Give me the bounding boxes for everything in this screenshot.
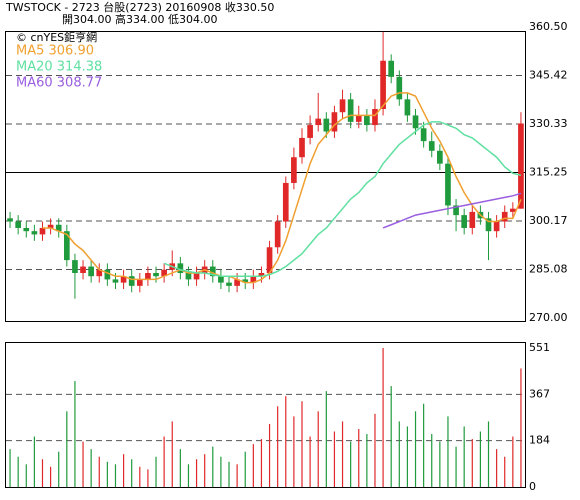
candle-body	[291, 157, 297, 183]
price-panel	[5, 31, 526, 322]
candle-body	[15, 221, 22, 228]
ma-line	[163, 121, 522, 277]
candle-body	[193, 272, 200, 280]
volume-panel	[5, 342, 526, 488]
volume-tick-label: 0	[529, 480, 536, 493]
candle-body	[185, 272, 192, 280]
candle-body	[88, 266, 94, 277]
legend-entry: MA5 306.90	[16, 44, 94, 59]
candle-body	[493, 221, 500, 232]
candle-body	[380, 60, 386, 109]
candle-body	[128, 276, 135, 286]
candle-body	[323, 118, 330, 132]
candle-body	[266, 247, 273, 273]
candle-body	[388, 60, 395, 77]
candle-body	[339, 99, 346, 113]
candle-body	[396, 76, 403, 100]
candle-body	[453, 205, 459, 216]
candle-body	[209, 266, 216, 277]
candle-body	[145, 272, 151, 280]
candle-body	[55, 224, 62, 232]
y-tick-label: 360.50	[529, 20, 568, 33]
candle-body	[250, 276, 257, 283]
candle-body	[461, 215, 468, 228]
chart-title: TWSTOCK - 2723 台股(2723) 20160908 收330.50	[5, 0, 274, 14]
candle-body	[80, 266, 86, 273]
y-tick-label: 270.00	[529, 311, 568, 324]
candle-body	[39, 227, 46, 235]
candle-body	[153, 272, 159, 277]
y-tick-label: 300.17	[529, 214, 568, 227]
candle-body	[23, 227, 30, 232]
candle-body	[242, 279, 249, 283]
candle-body	[31, 231, 38, 235]
candle-body	[331, 112, 338, 132]
candle-body	[274, 221, 281, 248]
volume-tick-label: 367	[529, 387, 550, 400]
ma-line	[42, 92, 522, 284]
candle-body	[234, 279, 240, 286]
y-tick-label: 345.42	[529, 68, 568, 81]
candle-body	[412, 115, 419, 129]
candle-body	[347, 99, 354, 122]
candle-body	[258, 272, 265, 277]
candle-body	[72, 260, 78, 273]
candle-body	[63, 231, 70, 261]
candle-body	[177, 263, 184, 273]
candle-body	[469, 211, 476, 228]
candle-body	[218, 276, 224, 283]
y-tick-label: 330.33	[529, 117, 568, 130]
volume-tick-label: 551	[529, 341, 550, 354]
candle-body	[315, 118, 322, 126]
candle-body	[509, 208, 516, 212]
source: © cnYES鉅亨網	[16, 30, 97, 44]
candle-body	[307, 125, 313, 138]
candle-body	[226, 282, 232, 286]
candle-body	[282, 182, 289, 222]
volume-tick-label: 184	[529, 434, 550, 447]
candle-body	[372, 108, 378, 126]
candle-body	[485, 218, 492, 232]
candle-body	[161, 269, 167, 277]
chart-subtitle: 開304.00 高334.00 低304.00	[62, 12, 217, 26]
candle-body	[299, 137, 305, 158]
y-tick-label: 315.25	[529, 166, 568, 179]
legend-entry: MA60 308.77	[16, 76, 102, 91]
y-tick-label: 285.08	[529, 263, 568, 276]
candle-body	[112, 279, 119, 283]
candle-body	[355, 115, 362, 122]
candle-body	[404, 99, 411, 116]
candle-body	[96, 269, 103, 277]
candle-body	[7, 218, 13, 222]
candle-body	[501, 211, 508, 222]
candle-body	[364, 115, 370, 126]
candle-body	[437, 150, 443, 164]
candle-body	[136, 279, 143, 286]
candle-body	[420, 128, 427, 142]
candle-body	[47, 224, 54, 228]
candle-body	[104, 269, 111, 280]
candle-body	[120, 276, 127, 283]
candle-body	[445, 163, 451, 206]
ma-line	[382, 192, 522, 229]
candle-body	[518, 123, 524, 209]
legend-entry: MA20 314.38	[16, 60, 102, 75]
candle-body	[428, 141, 435, 151]
